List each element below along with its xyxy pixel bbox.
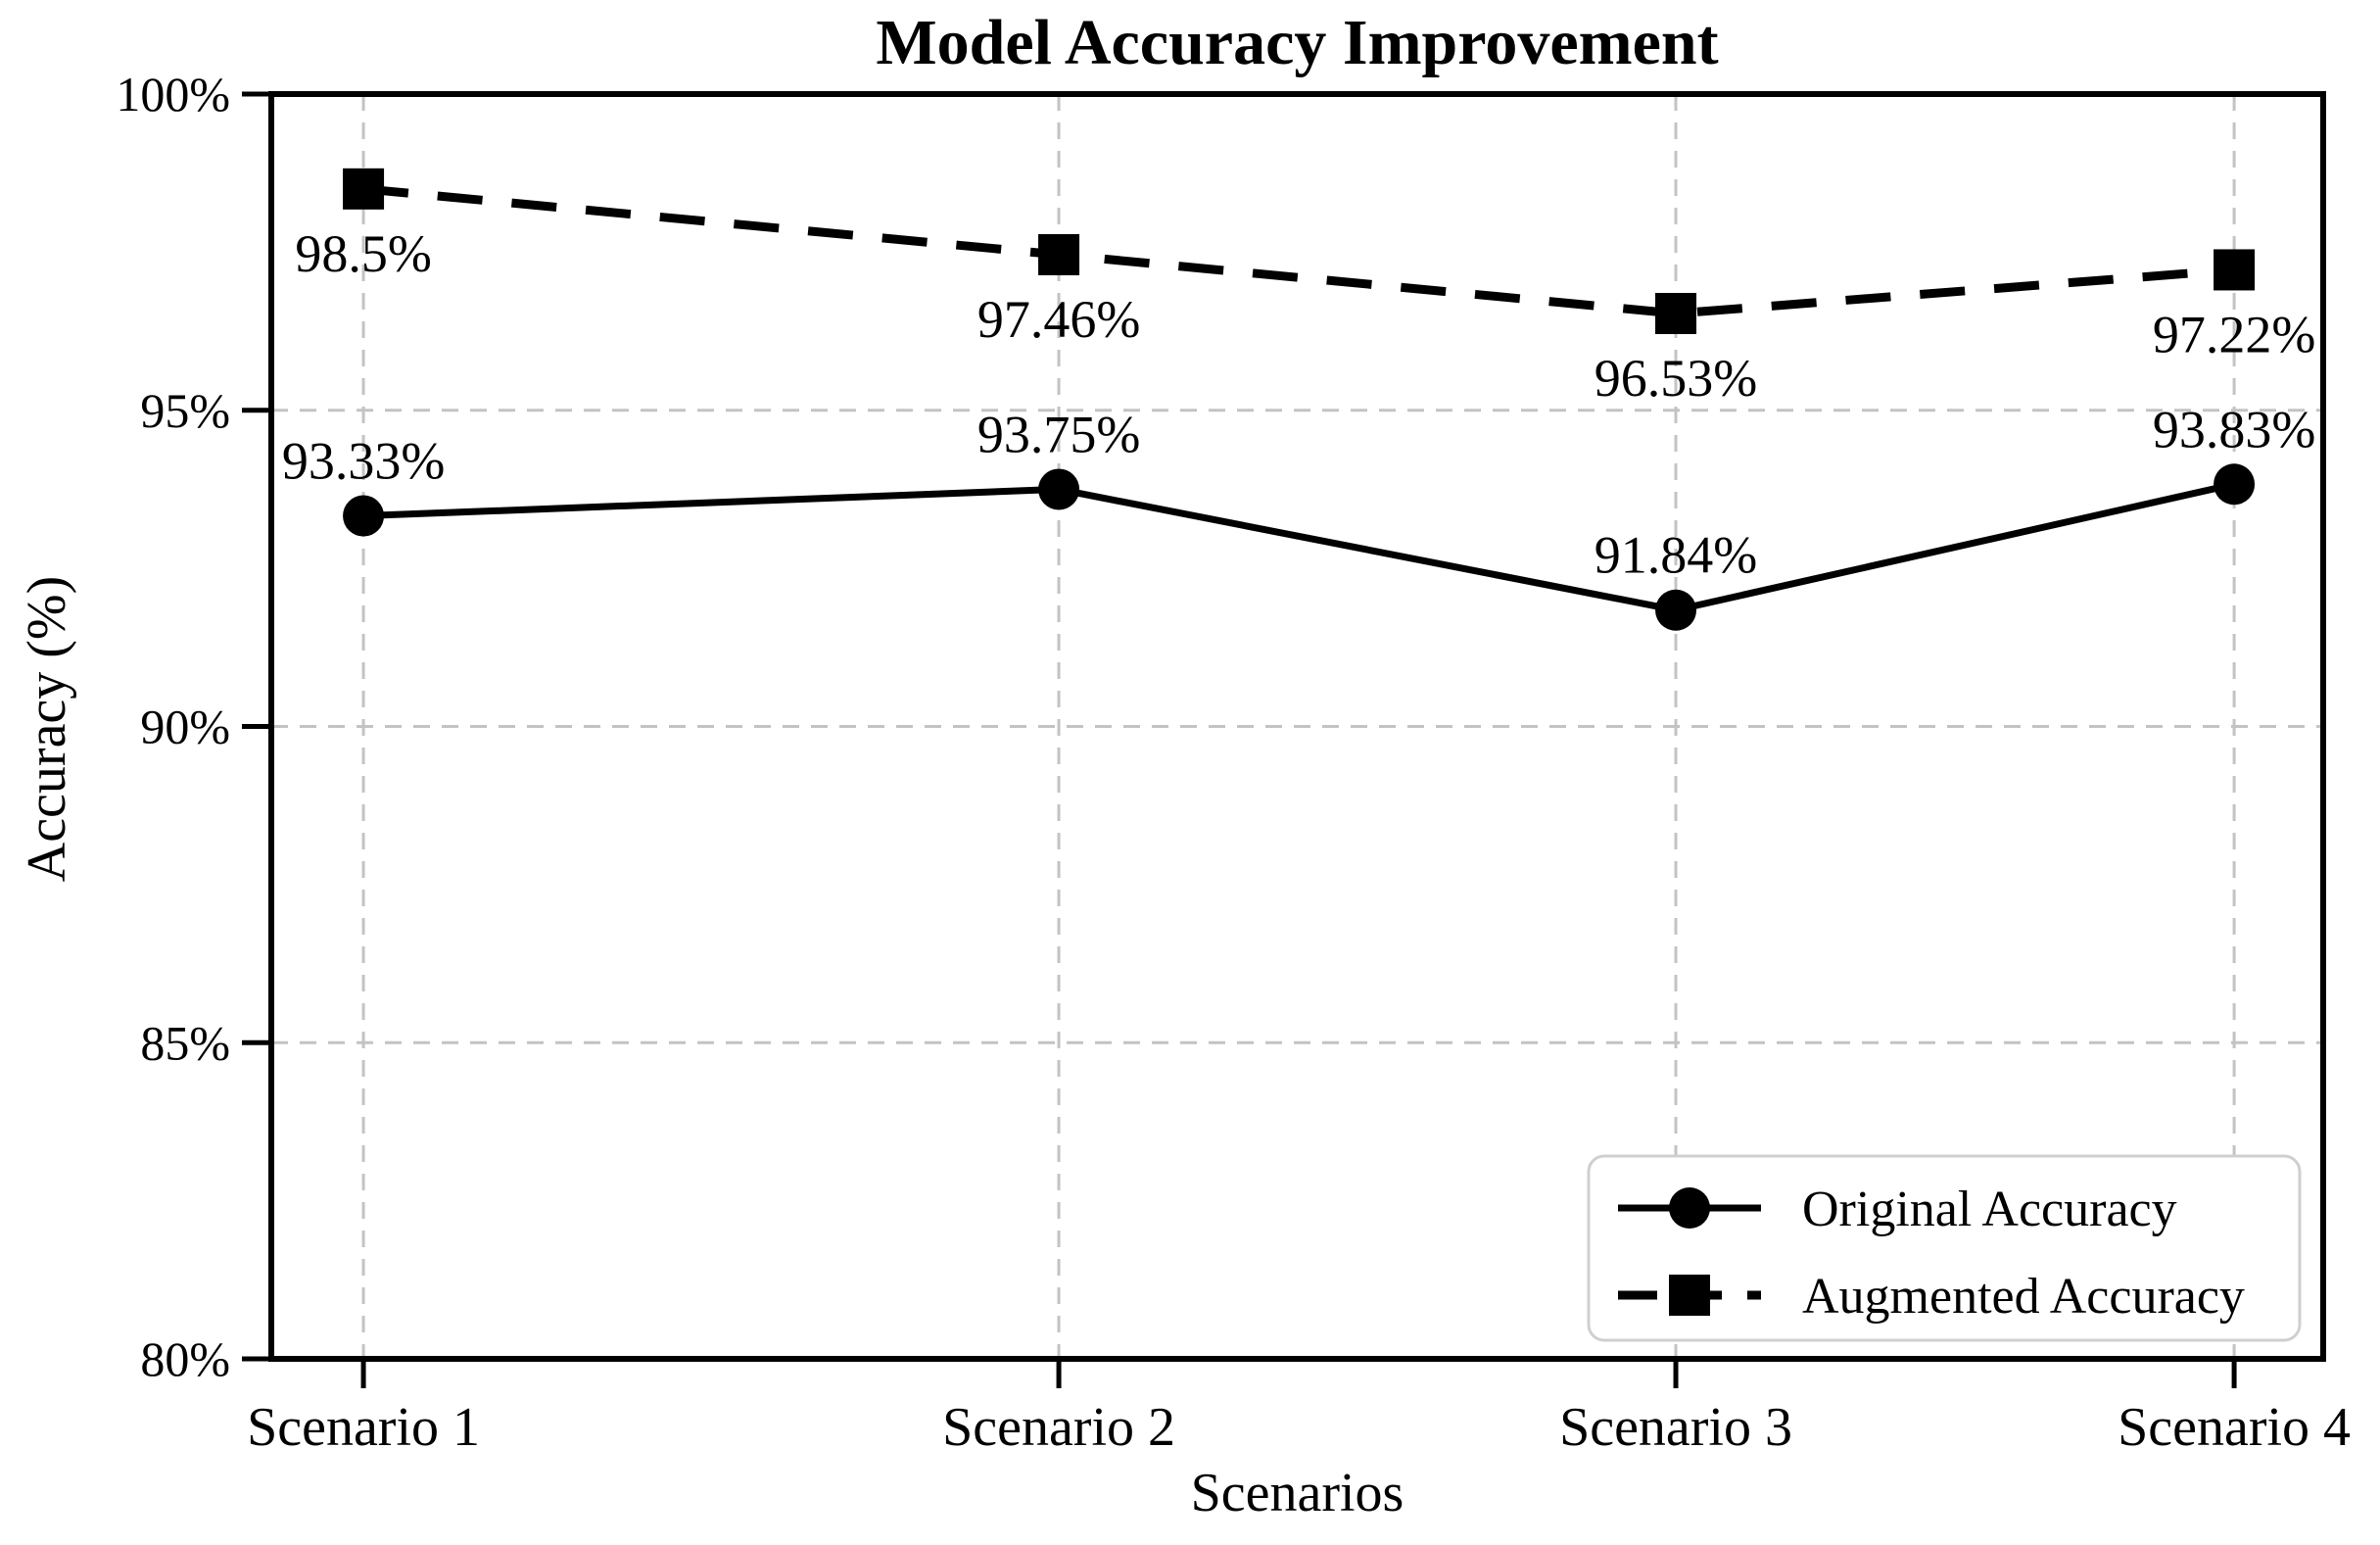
- data-point-marker-augmented-accuracy: [2213, 249, 2256, 291]
- data-point-marker-augmented-accuracy: [1655, 292, 1697, 334]
- data-point-marker-original-accuracy: [1038, 468, 1080, 510]
- y-tick-label: 80%: [140, 1331, 230, 1386]
- data-point-label-original-accuracy: 93.75%: [977, 405, 1140, 463]
- x-tick-label: Scenario 4: [2118, 1397, 2351, 1458]
- data-point-label-original-accuracy: 93.33%: [282, 432, 445, 491]
- legend-label-original-accuracy: Original Accuracy: [1802, 1182, 2177, 1237]
- data-point-label-augmented-accuracy: 97.22%: [2153, 305, 2315, 363]
- data-point-marker-original-accuracy: [343, 495, 385, 537]
- data-point-marker-augmented-accuracy: [1038, 233, 1080, 275]
- legend-marker-original-accuracy: [1669, 1187, 1710, 1229]
- y-tick-label: 90%: [140, 700, 230, 754]
- data-point-label-original-accuracy: 91.84%: [1595, 526, 1757, 585]
- x-tick-label: Scenario 1: [247, 1397, 480, 1458]
- series-line-original-accuracy: [362, 480, 2235, 614]
- series-line-augmented-accuracy: [362, 184, 2235, 318]
- legend-label-augmented-accuracy: Augmented Accuracy: [1802, 1269, 2245, 1325]
- data-point-label-original-accuracy: 93.83%: [2153, 400, 2315, 459]
- x-tick-label: Scenario 3: [1559, 1397, 1792, 1458]
- x-axis-title: Scenarios: [1190, 1463, 1404, 1523]
- data-point-label-augmented-accuracy: 98.5%: [295, 224, 431, 283]
- data-point-label-augmented-accuracy: 96.53%: [1595, 349, 1757, 408]
- data-point-marker-original-accuracy: [2213, 463, 2256, 506]
- chart-title: Model Accuracy Improvement: [876, 7, 1719, 78]
- data-point-label-augmented-accuracy: 97.46%: [977, 290, 1140, 349]
- legend-marker-augmented-accuracy: [1669, 1275, 1710, 1316]
- y-tick-label: 85%: [140, 1015, 230, 1070]
- x-tick-label: Scenario 2: [942, 1397, 1175, 1458]
- legend-box: [1587, 1154, 2302, 1342]
- y-tick-label: 95%: [140, 383, 230, 438]
- data-point-marker-augmented-accuracy: [343, 168, 385, 210]
- data-point-marker-original-accuracy: [1655, 589, 1697, 631]
- y-tick-label: 100%: [116, 67, 230, 121]
